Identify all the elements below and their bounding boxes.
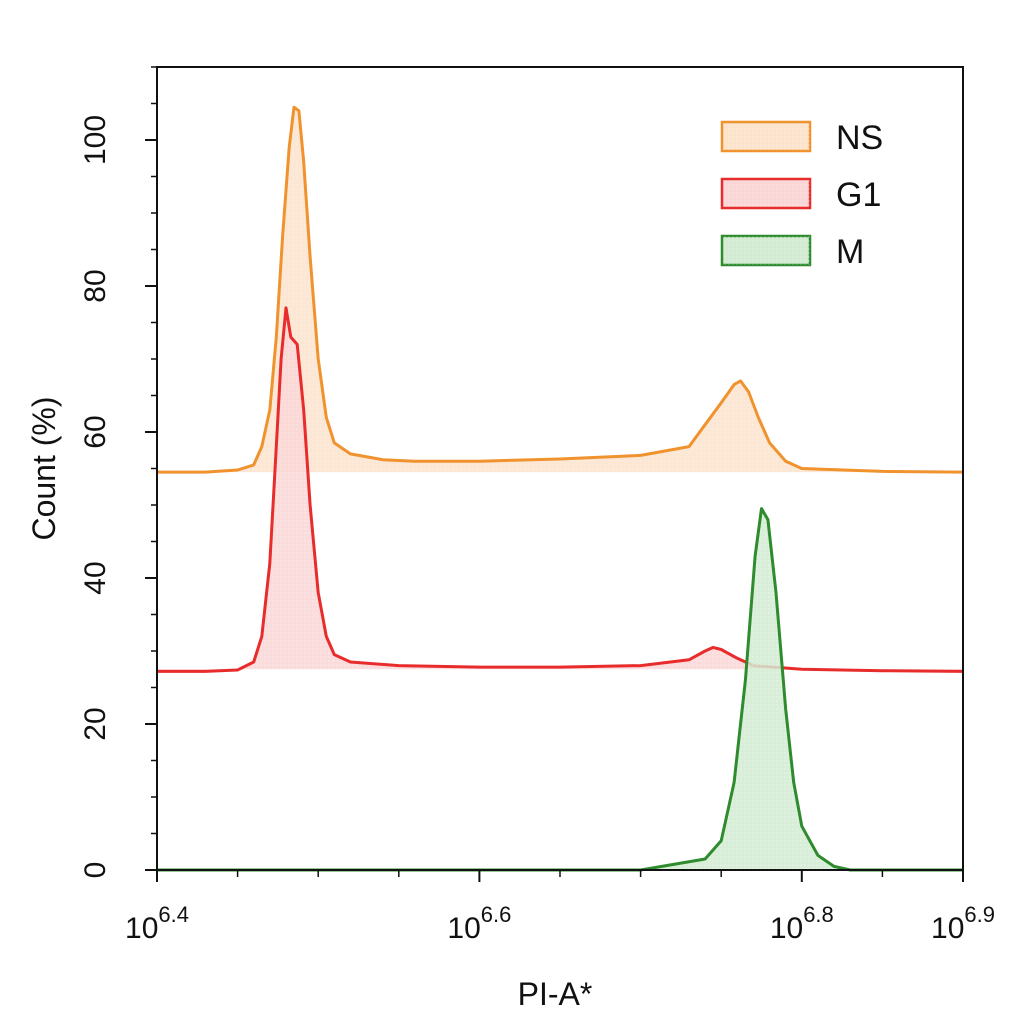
x-tick-base: 10 bbox=[447, 912, 480, 945]
y-tick-label-100: 100 bbox=[79, 115, 112, 165]
x-tick-label-6.9: 106.9 bbox=[931, 902, 995, 945]
y-tick-label-80: 80 bbox=[79, 269, 112, 302]
legend-entry-ns: NS bbox=[720, 119, 883, 157]
x-tick-label-6.8: 106.8 bbox=[770, 902, 834, 945]
series-ns bbox=[157, 105, 964, 474]
y-tick-label-20: 20 bbox=[79, 707, 112, 740]
x-tick-base: 10 bbox=[770, 912, 803, 945]
x-tick-base: 10 bbox=[125, 912, 158, 945]
legend-label-m: M bbox=[836, 233, 864, 271]
legend-swatch-stipple-ns bbox=[722, 122, 810, 151]
y-axis-title: Count (%) bbox=[26, 396, 62, 540]
x-tick-exponent: 6.9 bbox=[964, 902, 995, 927]
legend-entry-m: M bbox=[720, 233, 864, 271]
legend-label-g1: G1 bbox=[836, 176, 881, 214]
legend: NS G1 M bbox=[720, 119, 883, 271]
x-tick-label-6.4: 106.4 bbox=[125, 902, 189, 945]
series-stipple-m bbox=[157, 508, 963, 870]
y-tick-label-40: 40 bbox=[79, 561, 112, 594]
legend-swatch-stipple-g1 bbox=[722, 179, 810, 208]
series-line-ns bbox=[157, 105, 964, 474]
legend-swatch-stipple-m bbox=[722, 236, 810, 265]
x-axis-title: PI-A* bbox=[518, 976, 593, 1012]
legend-label-ns: NS bbox=[836, 119, 883, 157]
x-tick-exponent: 6.6 bbox=[481, 902, 512, 927]
legend-entry-g1: G1 bbox=[720, 176, 881, 214]
y-tick-label-0: 0 bbox=[79, 862, 112, 879]
x-tick-label-6.6: 106.6 bbox=[447, 902, 511, 945]
x-tick-exponent: 6.8 bbox=[803, 902, 834, 927]
x-tick-base: 10 bbox=[931, 912, 964, 945]
series-g1 bbox=[157, 306, 964, 673]
series-line-g1 bbox=[157, 306, 964, 673]
y-tick-label-60: 60 bbox=[79, 415, 112, 448]
x-tick-exponent: 6.4 bbox=[158, 902, 189, 927]
